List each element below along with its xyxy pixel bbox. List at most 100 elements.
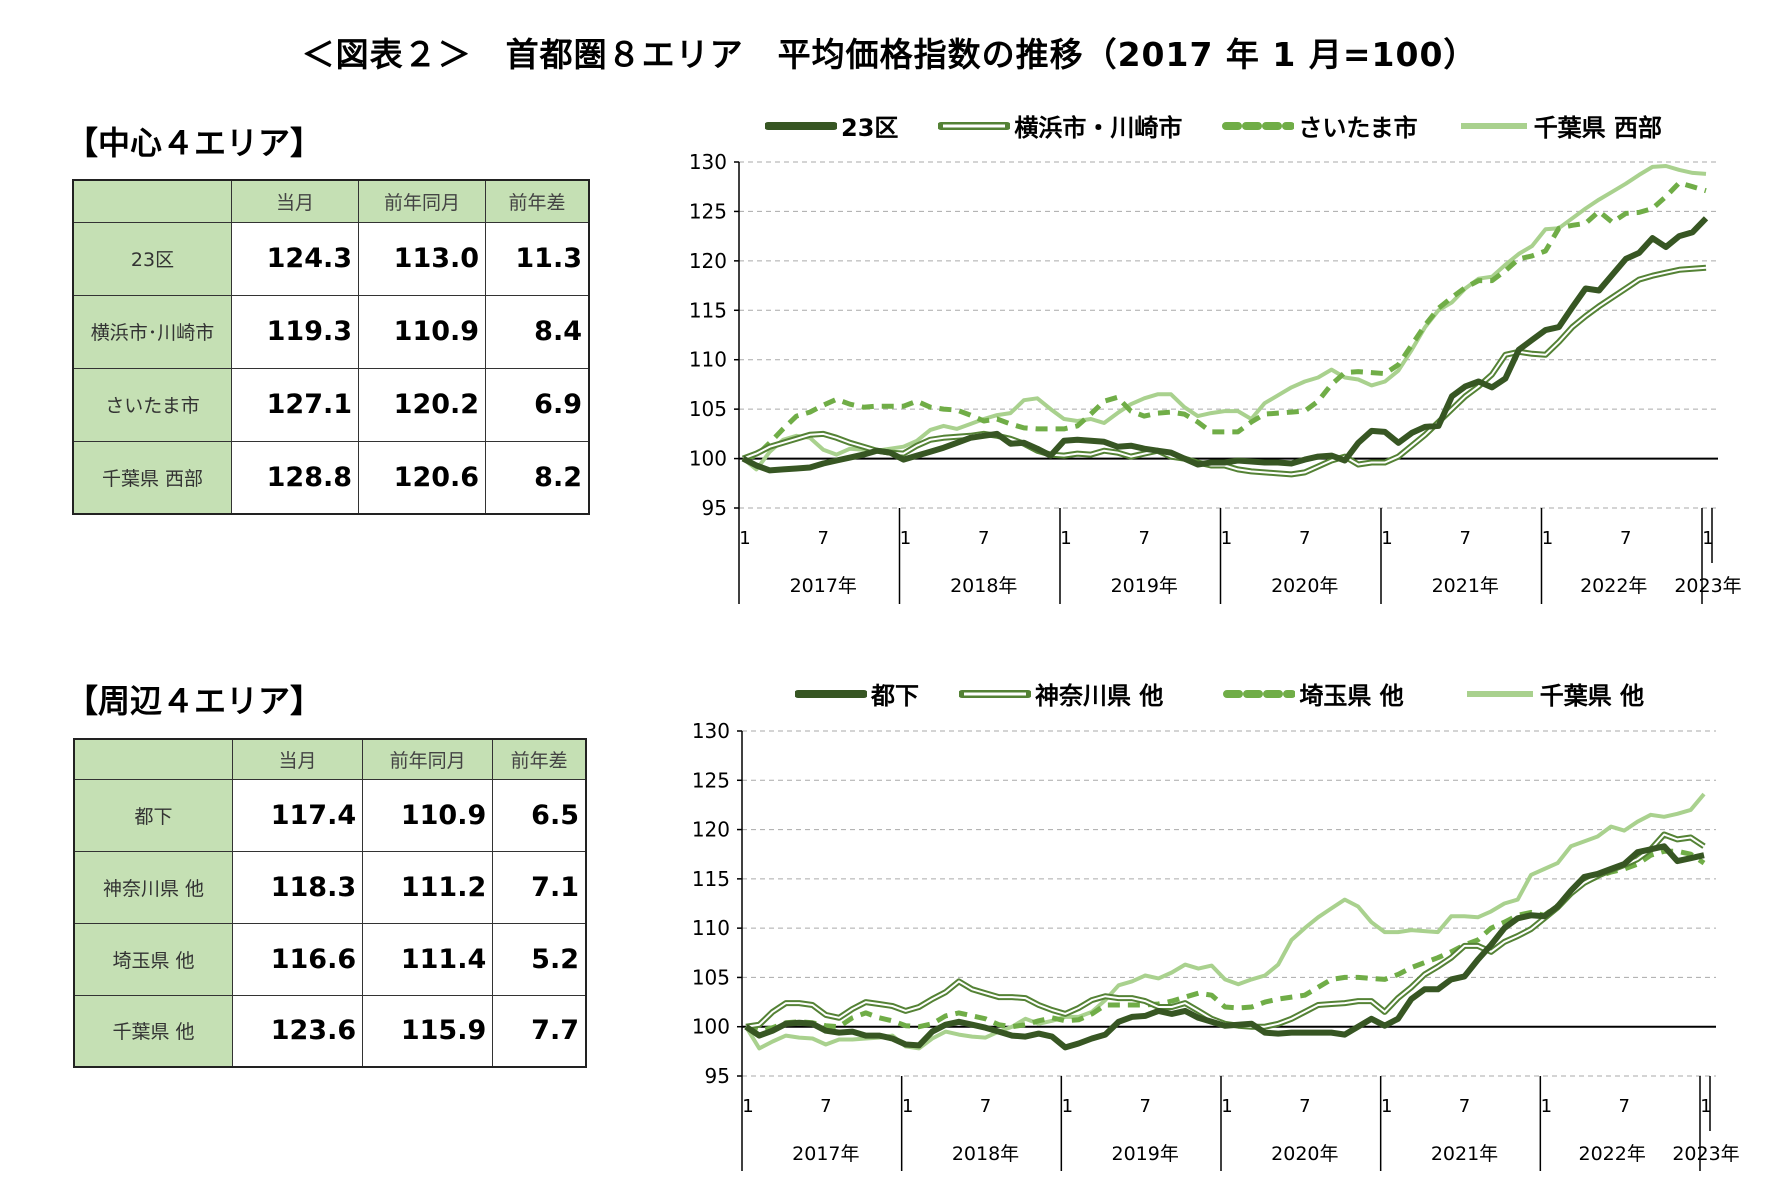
cell-prev-year: 111.4 [362,922,494,996]
y-tick-label: 125 [692,768,730,792]
section-heading-peripheral: 【周辺４エリア】 [66,682,323,720]
month-tick-label: 1 [1541,1096,1552,1117]
month-tick-label: 7 [1299,1096,1310,1117]
year-label: 2020年 [1271,1143,1338,1165]
legend-item: 23区 [765,108,898,143]
y-tick-label: 110 [689,348,727,372]
series-double [745,831,1706,1030]
series-double-inner [742,266,1707,476]
month-tick-label: 1 [1221,528,1232,549]
month-tick-label: 1 [1702,528,1713,549]
year-label: 2022年 [1578,1143,1645,1165]
year-label: 2019年 [1111,1143,1178,1165]
y-tick-label: 120 [689,249,727,273]
legend-item: さいたま市 [1222,108,1418,143]
legend-swatch-light [1466,690,1533,697]
year-label: 2019年 [1111,575,1178,597]
y-tick-label: 115 [692,867,730,891]
row-label: 23区 [72,221,232,296]
series-dark [744,843,1705,1051]
legend-swatch-dashed [1223,689,1296,698]
table-row: 千葉県 他 123.6 115.9 7.7 [73,994,587,1068]
year-label: 2023年 [1672,1143,1739,1165]
table-row: 神奈川県 他 118.3 111.2 7.1 [73,850,587,924]
series-double [741,264,1707,478]
month-tick-label: 7 [820,1096,831,1117]
cell-current: 116.6 [231,922,364,996]
month-tick-label: 7 [978,528,989,549]
section-heading-central: 【中心４エリア】 [66,124,323,162]
month-tick-label: 7 [818,528,829,549]
table-row: 23区 124.3 113.0 11.3 [72,221,590,296]
table-row: さいたま市 127.1 120.2 6.9 [72,367,590,442]
legend-label: 神奈川県 他 [1035,682,1164,710]
figure-title: ＜図表２＞ 首都圏８エリア 平均価格指数の推移（2017 年 1 月=100） [301,35,1478,74]
cell-diff: 5.2 [492,922,587,996]
y-tick-label: 95 [702,496,727,520]
year-label: 2020年 [1271,575,1338,597]
legend-swatch-light [1460,122,1527,129]
month-tick-label: 7 [1620,528,1631,549]
cell-current: 124.3 [230,221,360,296]
y-tick-label: 120 [692,818,730,842]
chart-1: 95 100 105 110 115 120 125 130 1 7 2017年 1 7 2018年 1 7 2… [692,719,1740,1171]
year-label: 2018年 [952,1143,1019,1165]
table-header-row: 当月 前年同月 前年差 [72,179,590,223]
row-label: 横浜市･川崎市 [72,294,232,369]
month-tick-label: 7 [1618,1096,1629,1117]
row-label: 埼玉県 他 [73,922,233,996]
month-tick-label: 1 [1542,528,1553,549]
month-tick-label: 1 [900,528,911,549]
header-blank [73,738,233,780]
year-label: 2022年 [1580,575,1647,597]
y-tick-label: 130 [692,719,730,743]
legend-item: 横浜市・川崎市 [938,108,1182,143]
month-tick-label: 7 [1299,528,1310,549]
legend-swatch-dashed [1222,121,1295,130]
y-tick-label: 95 [705,1064,730,1088]
month-tick-label: 1 [1221,1096,1232,1117]
month-tick-label: 7 [1459,1096,1470,1117]
legend-label: 横浜市・川崎市 [1014,114,1183,142]
cell-diff: 6.5 [492,778,587,852]
month-tick-label: 7 [1139,1096,1150,1117]
legend-item: 都下 [795,676,919,711]
legend-item: 神奈川県 他 [959,676,1163,711]
legend-peripheral: 都下 神奈川県 他 埼玉県 他 千葉県 他 [795,676,1684,711]
table-header-row: 当月 前年同月 前年差 [73,738,587,780]
row-label: 千葉県 他 [73,994,233,1068]
row-label: 都下 [73,778,233,852]
cell-diff: 7.1 [492,850,587,924]
cell-prev-year: 120.2 [358,367,487,442]
legend-label: 埼玉県 他 [1299,682,1404,710]
cell-current: 128.8 [230,440,360,515]
header-diff: 前年差 [485,179,590,223]
header-current: 当月 [230,179,360,223]
series-light [744,792,1706,1051]
cell-diff: 7.7 [492,994,587,1068]
series-double-inner [745,833,1705,1028]
legend-swatch-dark [795,689,867,698]
legend-label: 千葉県 西部 [1533,114,1663,142]
year-label: 2021年 [1431,1143,1498,1165]
series-dashed [742,180,1707,462]
cell-current: 127.1 [230,367,360,442]
y-tick-label: 100 [689,447,727,471]
table-central: 当月 前年同月 前年差 23区 124.3 113.0 11.3 横浜市･川崎市 119… [72,179,590,515]
year-label: 2017年 [792,1143,859,1165]
legend-swatch-double [938,121,1011,130]
month-tick-label: 1 [739,528,750,549]
legend-item: 千葉県 西部 [1458,108,1662,143]
month-tick-label: 7 [1460,528,1471,549]
cell-diff: 8.4 [485,294,590,369]
legend-label: 23区 [841,114,899,142]
cell-prev-year: 113.0 [358,221,487,296]
legend-label: さいたま市 [1298,114,1418,142]
year-label: 2023年 [1674,575,1741,597]
y-tick-label: 110 [692,916,730,940]
month-tick-label: 7 [1139,528,1150,549]
year-label: 2021年 [1432,575,1499,597]
header-current: 当月 [231,738,364,780]
table-row: 埼玉県 他 116.6 111.4 5.2 [73,922,587,996]
